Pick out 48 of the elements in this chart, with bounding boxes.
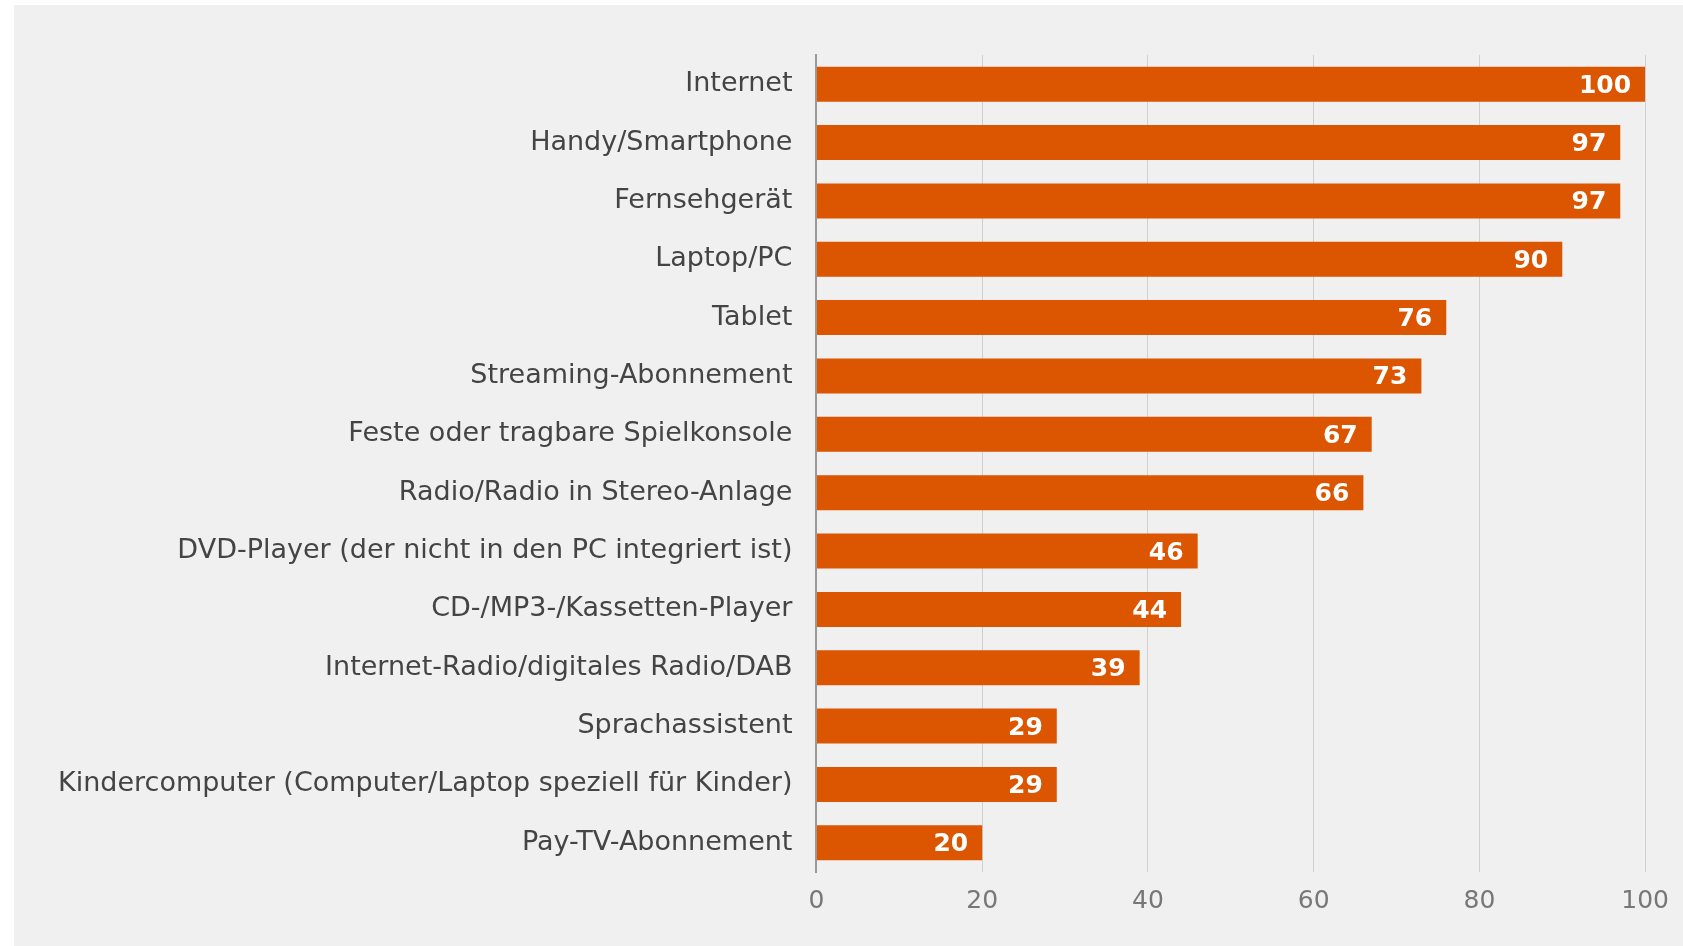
bar (816, 300, 1447, 336)
data-label: 100 (1578, 69, 1632, 99)
bar (816, 241, 1563, 277)
y-tick-label: CD-/MP3-/Kassetten-Player (431, 591, 794, 623)
data-label: 66 (1314, 478, 1350, 508)
y-tick-label: DVD-Player (der nicht in den PC integriert ist) (177, 533, 793, 565)
y-tick-label: Feste oder tragbare Spielkonsole (348, 416, 793, 448)
data-label: 39 (1090, 653, 1126, 683)
bar (816, 650, 1140, 686)
x-tick-label: 100 (1621, 884, 1669, 914)
y-tick-label: Internet (685, 66, 793, 98)
data-label: 29 (1007, 711, 1043, 741)
bar (816, 533, 1198, 569)
x-tick-label: 80 (1463, 884, 1496, 914)
x-tick-label: 20 (966, 884, 999, 914)
y-tick-label: Laptop/PC (655, 241, 793, 273)
data-label: 90 (1513, 244, 1549, 274)
y-tick-label: Streaming-Abonnement (470, 357, 793, 389)
data-label: 67 (1322, 419, 1358, 449)
bar (816, 766, 1057, 802)
y-tick-label: Handy/Smartphone (530, 124, 793, 156)
data-label: 29 (1007, 769, 1043, 799)
data-label: 97 (1571, 186, 1607, 216)
bar (816, 66, 1646, 102)
bar (816, 475, 1364, 511)
data-label: 73 (1372, 361, 1408, 391)
bar (816, 825, 983, 861)
x-tick-label: 60 (1297, 884, 1330, 914)
bar (816, 708, 1057, 744)
x-tick-label: 0 (808, 884, 825, 914)
bar (816, 183, 1621, 219)
bar (816, 591, 1182, 627)
data-label: 46 (1148, 536, 1184, 566)
bar (816, 358, 1422, 394)
y-tick-label: Kindercomputer (Computer/Laptop speziell für Kinder) (57, 766, 793, 798)
y-tick-label: Sprachassistent (577, 708, 793, 740)
y-tick-label: Pay-TV-Abonnement (521, 824, 793, 856)
bar (816, 416, 1372, 452)
x-tick-label: 40 (1132, 884, 1164, 914)
data-label: 44 (1132, 594, 1168, 624)
y-tick-label: Tablet (711, 299, 793, 331)
y-tick-label: Radio/Radio in Stereo-Anlage (398, 474, 793, 506)
data-label: 20 (933, 828, 969, 858)
data-label: 97 (1571, 128, 1607, 158)
y-tick-label: Internet-Radio/digitales Radio/DAB (325, 649, 793, 681)
bar (816, 125, 1621, 161)
y-tick-label: Fernsehgerät (614, 182, 793, 214)
data-label: 76 (1397, 303, 1433, 333)
